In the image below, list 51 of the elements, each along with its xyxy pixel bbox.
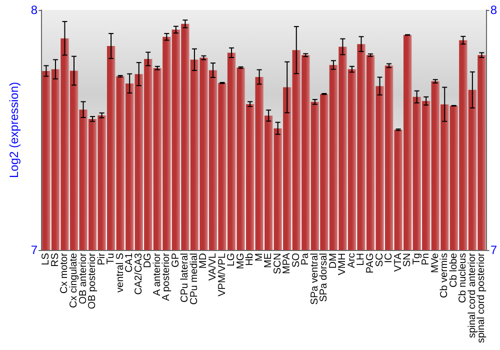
x-tick-label: MVe: [430, 252, 441, 274]
x-tick-label: Pn: [420, 253, 432, 266]
x-tick-label: SN: [402, 253, 414, 267]
x-tick-label: MG: [235, 252, 246, 270]
x-tick-label: Pir: [96, 252, 108, 266]
x-tick-label: Cb lobe: [448, 252, 460, 288]
x-tick-label: Arc: [346, 253, 358, 268]
y2-tick-label: 8: [490, 3, 498, 17]
x-tick-label: RS: [50, 252, 61, 267]
x-tick-label: Pa: [300, 252, 312, 266]
x-tick-label: VPM/VPL: [216, 252, 228, 296]
x-tick-label: SPa ventral: [309, 253, 320, 305]
x-tick-label: Tg: [411, 253, 422, 265]
x-tick-label: Cb vermis: [439, 253, 450, 298]
x-tick-label: SO: [290, 252, 302, 268]
x-tick-label: SCN: [272, 253, 284, 274]
x-tick-label: Tu: [106, 253, 117, 264]
y2-tick-label: 7: [490, 243, 498, 257]
x-tick-label: MPA: [282, 252, 293, 274]
x-tick-label: IC: [384, 253, 395, 263]
x-tick-label: Cx cingulate: [68, 252, 80, 308]
y-axis-title: Log2 (expression): [7, 82, 21, 178]
x-tick-label: VA/VL: [207, 252, 218, 281]
x-tick-label: spinal cord posterior: [476, 252, 488, 344]
x-tick-label: OB anterior: [78, 252, 89, 304]
x-tick-label: Cx motor: [59, 252, 70, 294]
x-tick-label: Cb nucleus: [458, 253, 469, 304]
x-tick-label: LG: [226, 252, 238, 266]
x-tick-label: OB posterior: [87, 252, 98, 310]
x-tick-label: SC: [374, 253, 386, 267]
x-tick-label: LS: [40, 252, 52, 266]
x-tick-label: ventral S: [114, 252, 126, 292]
x-tick-label: SPa dorsal: [318, 253, 330, 302]
x-tick-label: CPu lateral: [180, 253, 191, 302]
x-tick-label: ME: [263, 252, 274, 268]
x-tick-label: GP: [170, 252, 182, 268]
x-tick-label: M: [254, 253, 265, 262]
x-tick-label: DG: [142, 252, 154, 268]
x-tick-label: DM: [328, 253, 339, 269]
x-tick-label: LH: [356, 253, 367, 266]
x-tick-label: A posterior: [161, 252, 172, 301]
x-tick-label: CA1: [124, 252, 136, 272]
x-tick-label: CPu medial: [188, 253, 200, 305]
x-tick-label: MD: [198, 253, 210, 269]
x-tick-label: spinal cord anterior: [466, 252, 478, 338]
x-tick-label: Hb: [244, 252, 256, 266]
x-tick-label: VMH: [337, 253, 348, 276]
x-tick-label: CA2/CA3: [133, 252, 144, 295]
x-tick-label: VTA: [392, 252, 404, 272]
x-tick-label: A anterior: [152, 252, 163, 296]
x-tick-label: PAG: [365, 252, 376, 274]
